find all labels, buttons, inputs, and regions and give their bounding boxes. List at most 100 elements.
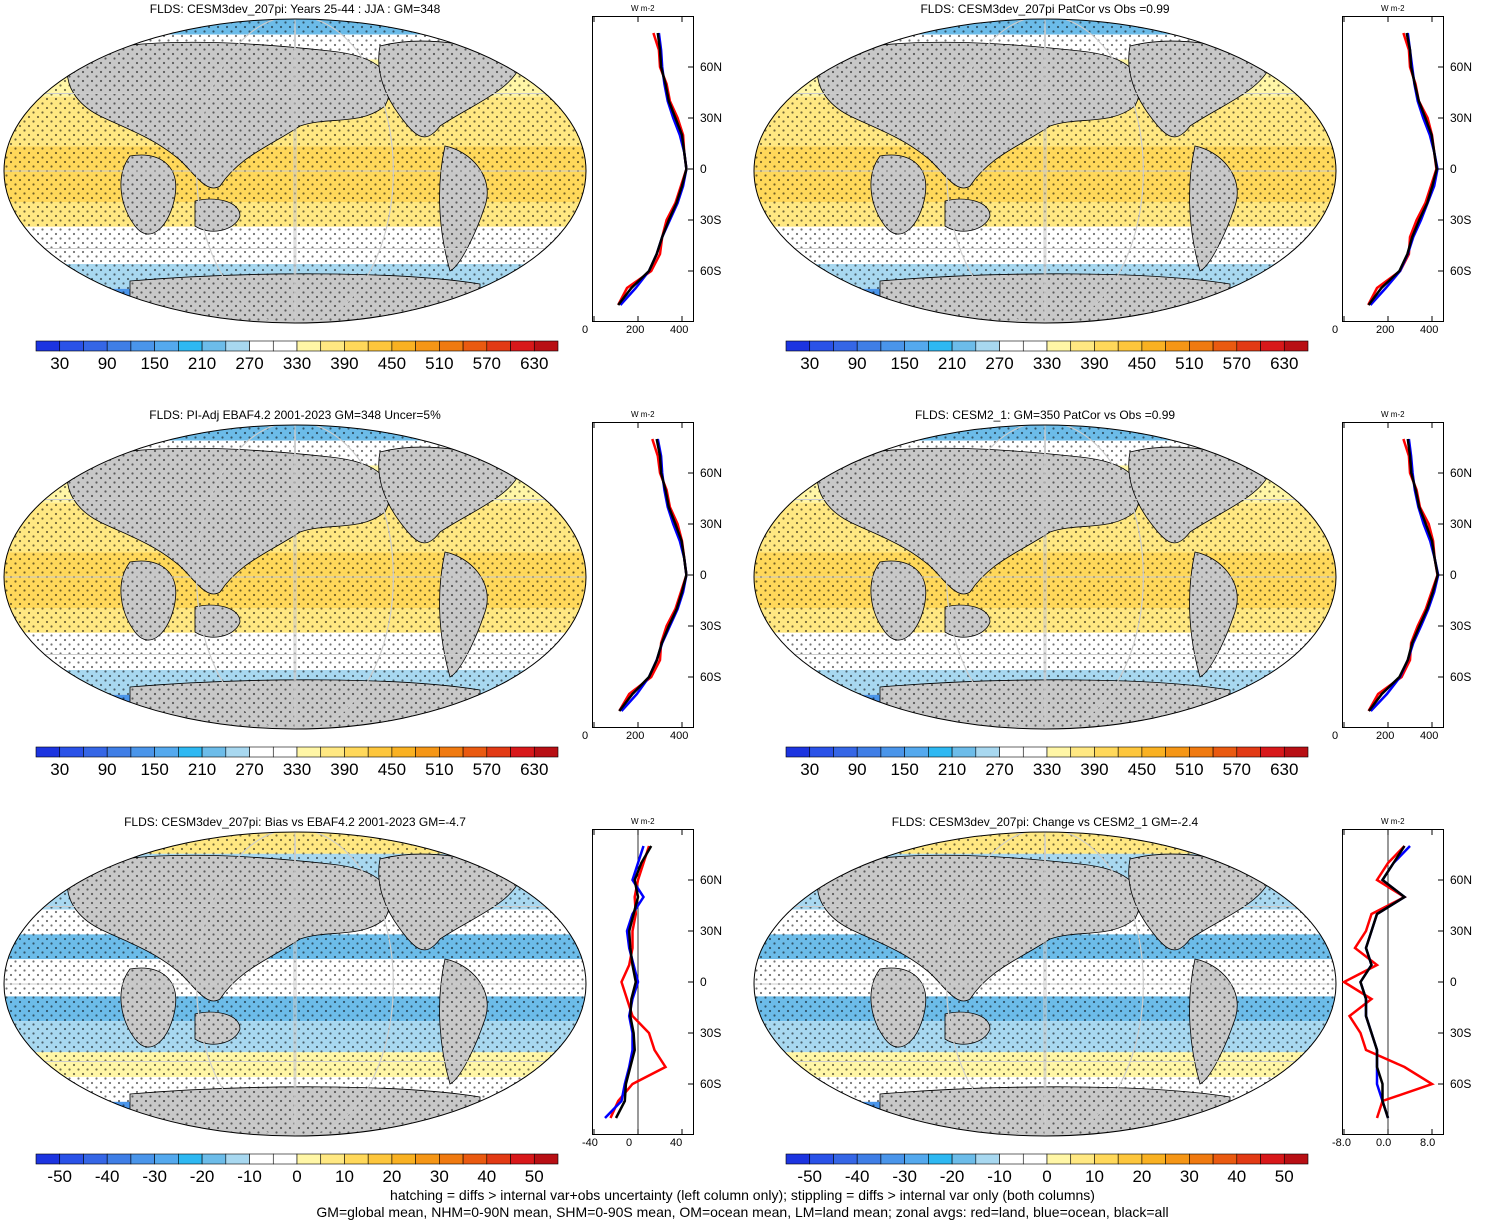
colorbar-cell — [1283, 340, 1309, 352]
map-border — [3, 424, 587, 730]
colorbar-tick-label: 90 — [97, 354, 117, 373]
x-tick-label: 0 — [626, 1137, 633, 1149]
lat-tick-label: 30N — [700, 924, 723, 938]
colorbar-tick-label: 150 — [140, 760, 169, 779]
colorbar-tick-label: 30 — [429, 1167, 449, 1186]
lat-tick-label: 0 — [700, 975, 707, 989]
colorbar-cell — [1236, 340, 1261, 352]
colorbar-tick-label: 50 — [524, 1167, 544, 1186]
colorbar-cell — [1022, 1153, 1048, 1165]
colorbar-cell — [1165, 1153, 1190, 1165]
colorbar-cell — [367, 340, 393, 352]
panel-title: FLDS: CESM2_1: GM=350 PatCor vs Obs =0.9… — [914, 408, 1176, 422]
zonal-series-ocean — [1369, 438, 1440, 712]
colorbar-cell — [533, 1153, 559, 1165]
colorbar-tick-label: 10 — [1084, 1167, 1104, 1186]
colorbar-cell — [106, 1153, 132, 1165]
graticule-line — [946, 832, 1144, 1136]
colorbar-cell — [928, 340, 953, 352]
colorbar-cell — [880, 746, 905, 758]
lat-tick-label: 60N — [1450, 873, 1473, 887]
lat-tick-label: 30N — [1450, 517, 1473, 531]
colorbar-cell — [510, 746, 535, 758]
colorbar-cell — [391, 340, 416, 352]
graticule-line — [293, 19, 297, 323]
colorbar-cell — [1260, 1153, 1285, 1165]
colorbar-cell — [1283, 746, 1309, 758]
colorbar-cell — [272, 1153, 298, 1165]
colorbar-cell — [1070, 1153, 1095, 1165]
colorbar-tick-label: 630 — [520, 760, 549, 779]
colorbar-cell — [391, 746, 416, 758]
graticule-line — [1043, 425, 1047, 729]
lat-tick-label: 30N — [700, 111, 723, 125]
zonal-series-all — [617, 32, 688, 306]
lat-tick-label: 60N — [700, 466, 723, 480]
colorbar-tick-label: 270 — [235, 354, 264, 373]
colorbar-tick-label: 510 — [1175, 760, 1204, 779]
footer: hatching = diffs > internal var+obs unce… — [0, 1187, 1485, 1221]
colorbar-cell — [225, 746, 250, 758]
colorbar-tick-label: 330 — [1032, 760, 1062, 779]
colorbar-cell — [439, 340, 464, 352]
colorbar-cell — [249, 746, 274, 758]
colorbar-cell — [320, 1153, 345, 1165]
colorbar-cell — [785, 340, 811, 352]
colorbar-tick-label: 0 — [292, 1167, 302, 1186]
colorbar-tick-label: 570 — [472, 760, 501, 779]
colorbar-cell — [201, 340, 227, 352]
colorbar-cell — [59, 340, 84, 352]
graticule-line — [196, 19, 394, 323]
colorbar-cell — [880, 1153, 905, 1165]
colorbar-tick-label: 210 — [937, 354, 967, 373]
colorbar-cell — [1141, 1153, 1166, 1165]
colorbar-tick-label: 90 — [847, 760, 867, 779]
colorbar-tick-label: 20 — [382, 1167, 402, 1186]
x-tick-label: 0.0 — [1376, 1137, 1392, 1149]
colorbar-tick-label: 40 — [1227, 1167, 1247, 1186]
lat-tick-label: 0 — [1450, 162, 1457, 176]
colorbar-cell — [225, 1153, 250, 1165]
colorbar-cell — [439, 1153, 464, 1165]
footer-line-1: hatching = diffs > internal var+obs unce… — [390, 1187, 1095, 1203]
colorbar-cell — [154, 746, 179, 758]
colorbar-cell — [178, 1153, 203, 1165]
lat-tick-label: 60S — [700, 1077, 722, 1091]
colorbar-cell — [533, 746, 559, 758]
colorbar-tick-label: 0 — [1042, 1167, 1052, 1186]
colorbar-cell — [1189, 1153, 1214, 1165]
graticule-line — [1043, 832, 1047, 1136]
colorbar-cell — [1141, 746, 1166, 758]
colorbar-cell — [951, 1153, 977, 1165]
zonal-average-plot — [592, 829, 694, 1135]
colorbar-tick-label: 450 — [377, 354, 407, 373]
colorbar-tick-label: -20 — [189, 1167, 215, 1186]
colorbar-cell — [904, 340, 929, 352]
zonal-average-plot — [1342, 16, 1444, 322]
colorbar-cell — [320, 340, 345, 352]
colorbar-tick-label: 150 — [140, 354, 169, 373]
colorbar-cell — [928, 746, 953, 758]
colorbar-cell — [59, 746, 84, 758]
colorbar-tick-label: 450 — [1127, 760, 1157, 779]
colorbar-cell — [510, 340, 535, 352]
colorbar-cell — [415, 1153, 440, 1165]
colorbar-cell — [486, 340, 511, 352]
colorbar-cell — [178, 340, 203, 352]
zonal-series-all — [1367, 32, 1439, 306]
colorbar-tick-label: 150 — [890, 354, 919, 373]
colorbar-cell — [833, 1153, 858, 1165]
colorbar-cell — [1022, 340, 1048, 352]
colorbar-cell — [904, 1153, 929, 1165]
units-label: W m-2 — [631, 410, 655, 419]
panel-title: FLDS: PI-Adj EBAF4.2 2001-2023 GM=348 Un… — [149, 408, 441, 422]
colorbar-cell — [320, 746, 345, 758]
colorbar-cell — [1070, 746, 1095, 758]
colorbar-cell — [1141, 340, 1166, 352]
colorbar-cell — [1094, 340, 1119, 352]
lat-tick-label: 60S — [1450, 670, 1472, 684]
colorbar-cell — [1260, 746, 1285, 758]
x-tick-label: -8.0 — [1332, 1137, 1351, 1149]
colorbar-tick-label: 20 — [1132, 1167, 1152, 1186]
colorbar-cell — [809, 1153, 834, 1165]
